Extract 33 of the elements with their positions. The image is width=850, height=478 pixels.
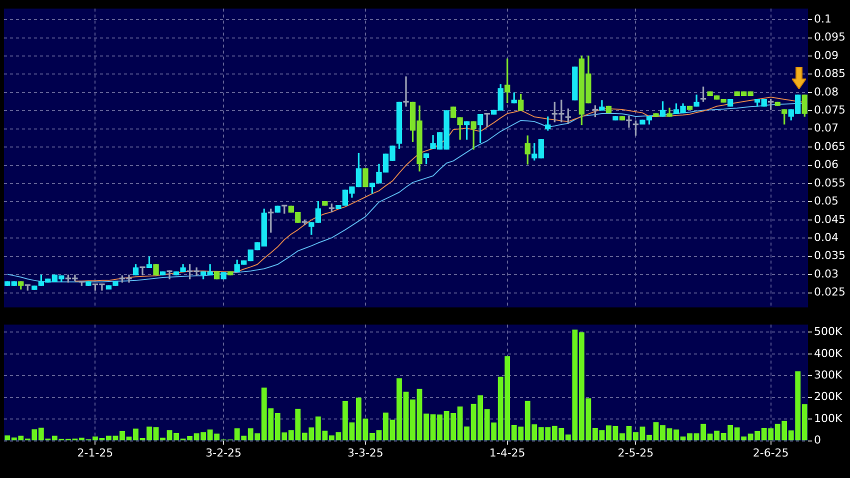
y-tick-label: 0.06 xyxy=(814,158,838,172)
y-tick-label: 0.08 xyxy=(814,85,838,98)
y-tick-label: 0.025 xyxy=(814,286,846,299)
y-tick-label: 0.085 xyxy=(814,67,846,80)
candlestick xyxy=(166,270,172,280)
candlestick xyxy=(140,266,146,276)
y-tick-label: 0.035 xyxy=(814,249,846,262)
x-tick-label: 2-5-25 xyxy=(618,446,654,460)
y-tick-label: 0.065 xyxy=(814,140,846,153)
x-tick-label: 3-2-25 xyxy=(206,446,242,460)
x-tick-label: 1-4-25 xyxy=(489,446,526,460)
y-tick-label: 300K xyxy=(814,368,843,382)
x-tick-label: 2-6-25 xyxy=(752,446,789,460)
y-tick-label: 100K xyxy=(814,412,843,425)
y-tick-label: 0.09 xyxy=(814,48,838,62)
y-tick-label: 200K xyxy=(814,390,843,404)
y-tick-label: 0.095 xyxy=(814,30,846,44)
candlestick xyxy=(403,76,409,107)
x-tick-label: 2-1-25 xyxy=(77,446,114,460)
y-tick-label: 0.03 xyxy=(814,267,838,280)
y-tick-label: 0.05 xyxy=(814,194,838,208)
y-tick-label: 500K xyxy=(814,325,843,338)
candlestick xyxy=(484,112,490,127)
y-tick-label: 0.055 xyxy=(814,176,846,190)
y-tick-label: 0.04 xyxy=(814,231,838,244)
y-tick-label: 0.075 xyxy=(814,103,846,116)
candlestick xyxy=(626,116,632,128)
y-tick-label: 0.07 xyxy=(814,122,838,135)
y-tick-label: 0 xyxy=(814,434,821,447)
y-tick-label: 0.045 xyxy=(814,212,846,226)
y-tick-label: 400K xyxy=(814,346,843,360)
x-tick-label: 3-3-25 xyxy=(347,446,384,460)
y-tick-label: 0.1 xyxy=(814,12,832,26)
